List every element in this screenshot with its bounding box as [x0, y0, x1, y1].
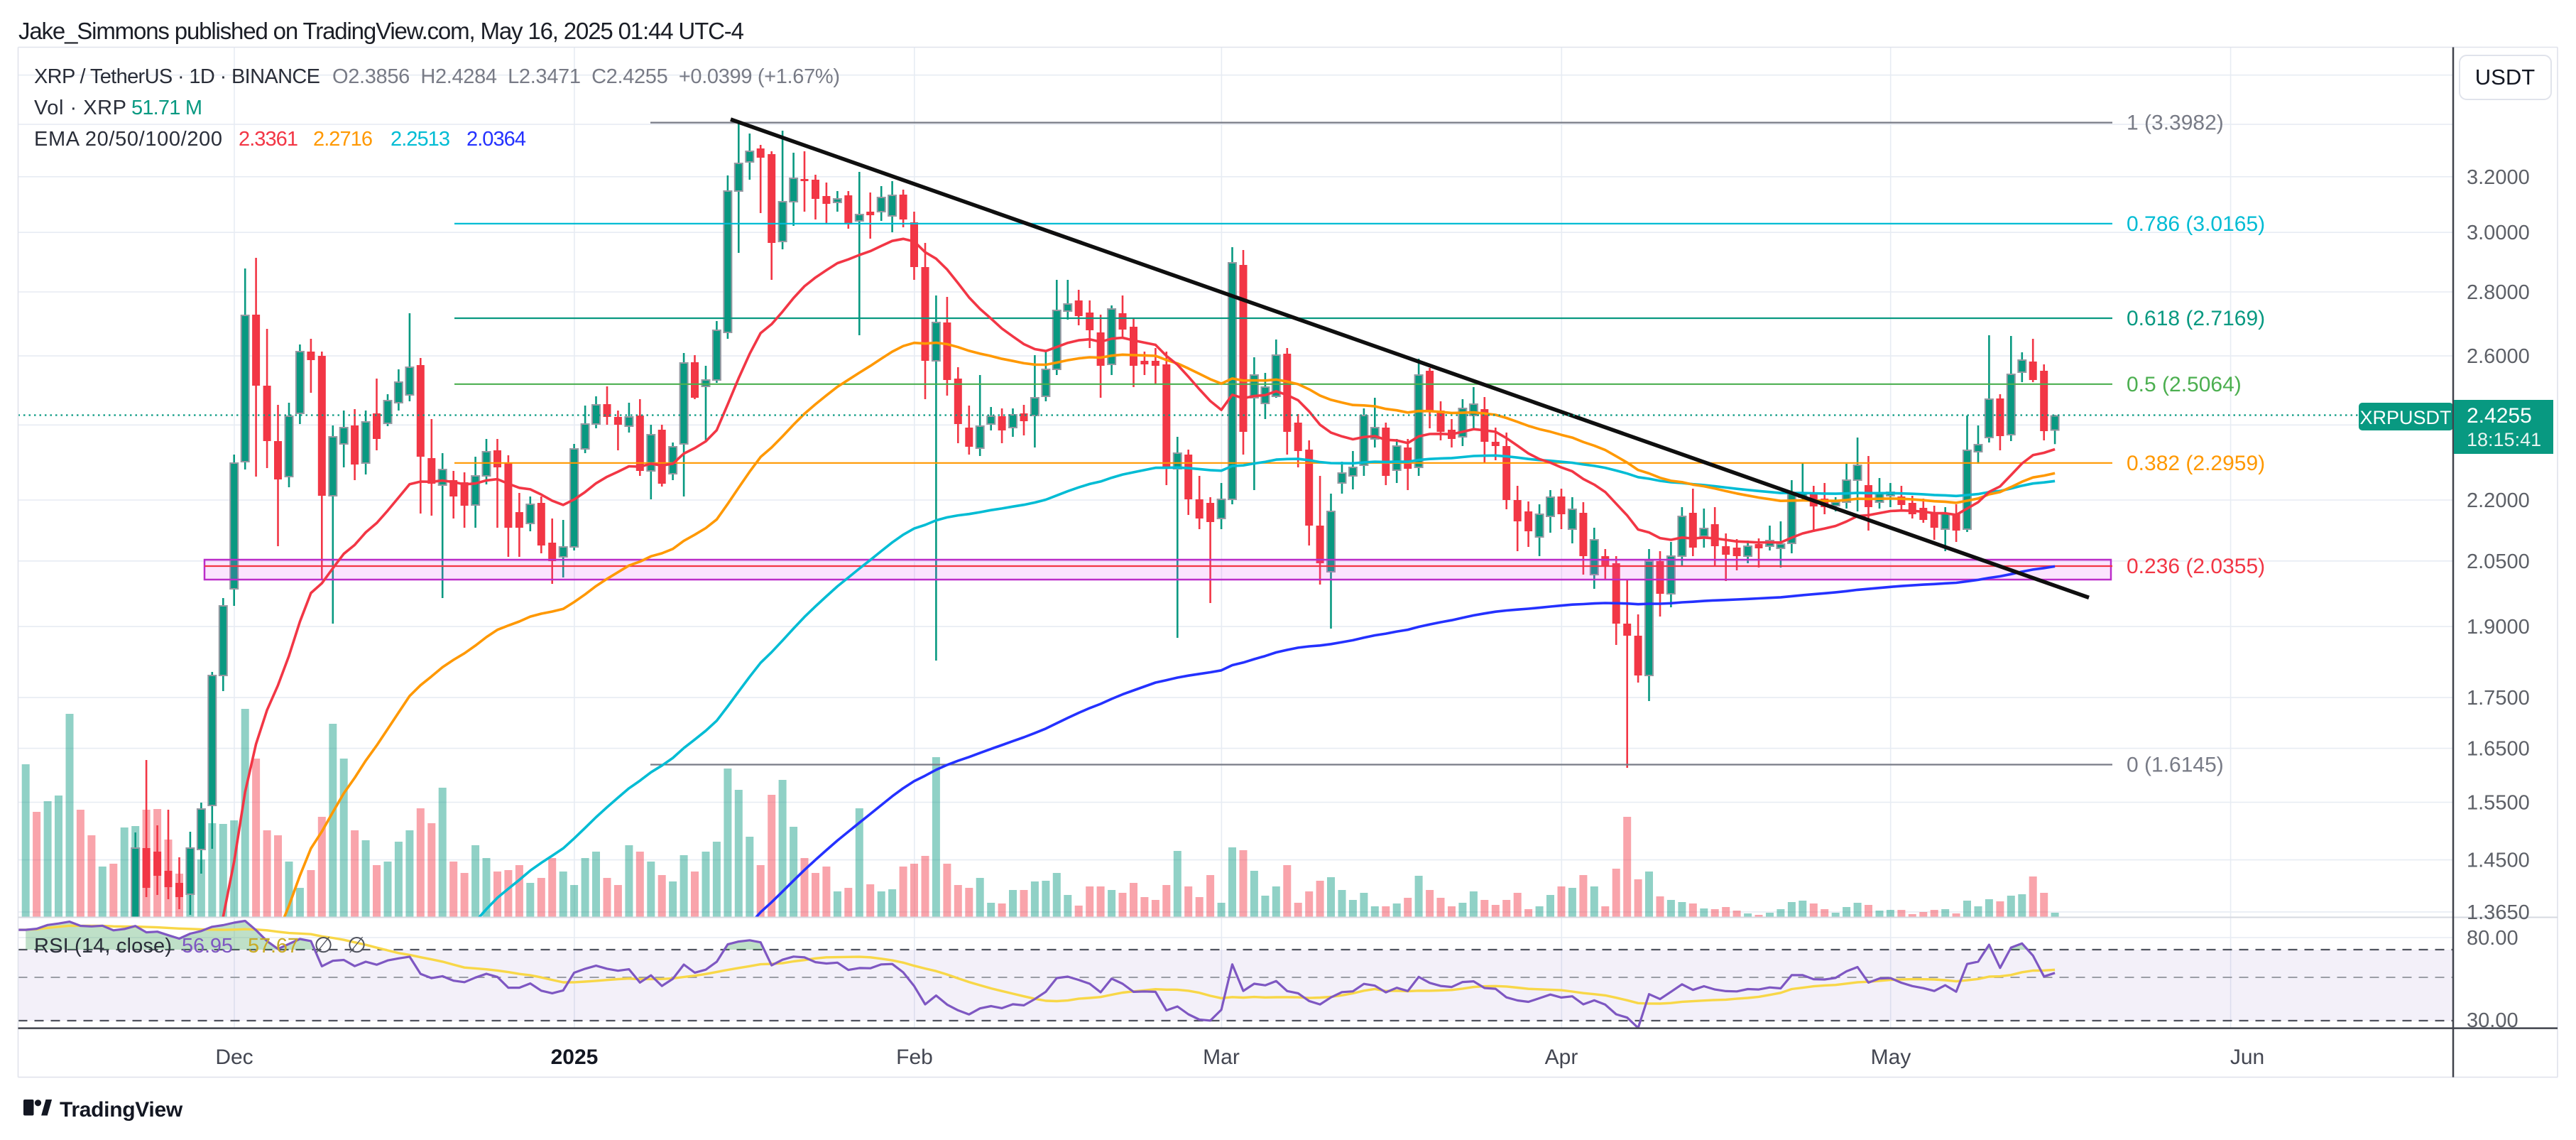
svg-text:TradingView: TradingView	[60, 1098, 183, 1122]
svg-text:May: May	[1871, 1046, 1911, 1069]
svg-text:3.0000: 3.0000	[2467, 222, 2530, 244]
svg-text:0.382 (2.2959): 0.382 (2.2959)	[2127, 452, 2265, 475]
svg-text:56.95: 56.95	[182, 935, 233, 957]
svg-text:2.2716: 2.2716	[313, 128, 373, 151]
svg-text:2.0500: 2.0500	[2467, 550, 2530, 573]
svg-text:0 (1.6145): 0 (1.6145)	[2127, 754, 2224, 777]
svg-text:2.6000: 2.6000	[2467, 345, 2530, 368]
svg-text:3.2000: 3.2000	[2467, 166, 2530, 189]
svg-text:Mar: Mar	[1203, 1046, 1240, 1069]
svg-text:2025: 2025	[551, 1046, 599, 1069]
svg-text:51.71 M: 51.71 M	[131, 97, 202, 119]
svg-text:1.4500: 1.4500	[2467, 849, 2530, 872]
svg-text:30.00: 30.00	[2467, 1009, 2518, 1032]
svg-text:Dec: Dec	[215, 1046, 253, 1069]
svg-text:1.5500: 1.5500	[2467, 792, 2530, 815]
svg-text:2.3361: 2.3361	[239, 128, 298, 151]
svg-text:1.3650: 1.3650	[2467, 901, 2530, 924]
svg-text:XRPUSDT: XRPUSDT	[2359, 407, 2451, 428]
svg-text:RSI (14, close): RSI (14, close)	[34, 935, 172, 957]
svg-text:Apr: Apr	[1545, 1046, 1578, 1069]
svg-text:Vol · XRP: Vol · XRP	[34, 97, 126, 119]
svg-text:XRP / TetherUS · 1D · BINANCE: XRP / TetherUS · 1D · BINANCE	[34, 65, 320, 88]
svg-text:18:15:41: 18:15:41	[2467, 429, 2541, 450]
svg-text:O2.3856 H2.4284 L2.3471 C2.: O2.3856 H2.4284 L2.3471 C2.4255 +0.0399 …	[332, 65, 840, 88]
svg-text:57.67: 57.67	[248, 935, 299, 957]
svg-text:0.236 (2.0355): 0.236 (2.0355)	[2127, 555, 2265, 578]
svg-text:80.00: 80.00	[2467, 927, 2518, 950]
svg-text:2.4255: 2.4255	[2467, 404, 2532, 428]
svg-text:EMA 20/50/100/200: EMA 20/50/100/200	[34, 128, 222, 151]
svg-text:∅: ∅	[314, 933, 333, 957]
svg-text:2.2513: 2.2513	[391, 128, 450, 151]
svg-text:USDT: USDT	[2475, 65, 2535, 89]
svg-text:Jake_Simmons published on Trad: Jake_Simmons published on TradingView.co…	[18, 18, 744, 44]
svg-text:Feb: Feb	[896, 1046, 933, 1069]
svg-text:Jun: Jun	[2230, 1046, 2264, 1069]
svg-text:2.2000: 2.2000	[2467, 489, 2530, 512]
svg-text:1 (3.3982): 1 (3.3982)	[2127, 112, 2224, 135]
svg-text:0.5 (2.5064): 0.5 (2.5064)	[2127, 373, 2242, 396]
svg-text:1.7500: 1.7500	[2467, 687, 2530, 710]
svg-text:0.618 (2.7169): 0.618 (2.7169)	[2127, 307, 2265, 330]
svg-text:0.786 (3.0165): 0.786 (3.0165)	[2127, 212, 2265, 236]
svg-text:1.9000: 1.9000	[2467, 616, 2530, 639]
svg-text:2.8000: 2.8000	[2467, 281, 2530, 304]
svg-text:∅: ∅	[347, 933, 366, 957]
svg-text:1.6500: 1.6500	[2467, 738, 2530, 761]
svg-text:2.0364: 2.0364	[466, 128, 526, 151]
